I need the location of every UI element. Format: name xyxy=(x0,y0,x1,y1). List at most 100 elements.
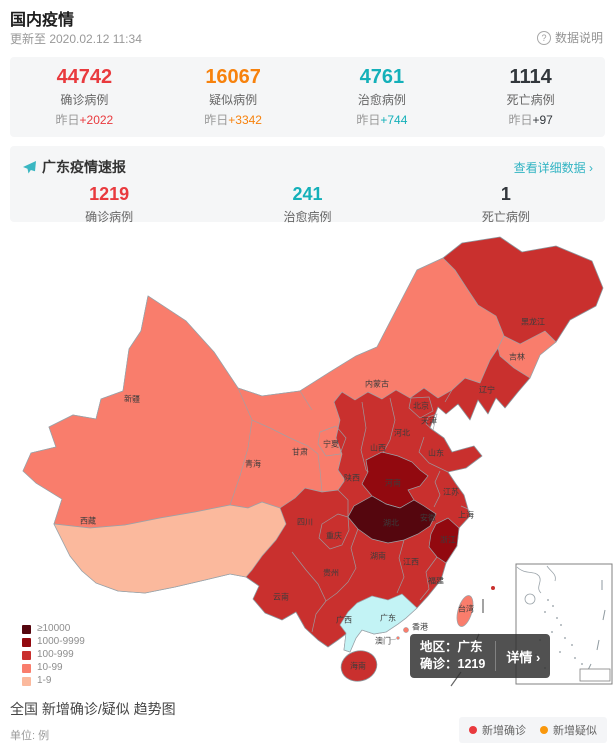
gd-deaths-value: 1 xyxy=(500,184,511,204)
gd-confirmed-value: 1219 xyxy=(89,184,130,204)
chevron-right-icon: › xyxy=(589,160,593,175)
island-dot xyxy=(491,586,495,590)
trend-unit-label: 单位: 例 xyxy=(10,730,50,742)
legend-row: 1000-9999 xyxy=(22,636,85,648)
national-stats-panel: 44742 确诊病例 昨日+2022 16067 疑似病例 昨日+3342 47… xyxy=(10,57,605,137)
question-circle-icon: ? xyxy=(536,30,551,45)
legend-label: 1000-9999 xyxy=(37,636,85,647)
province-label-甘肃: 甘肃 xyxy=(292,447,308,457)
data-note-link[interactable]: ? 数据说明 xyxy=(536,29,603,46)
legend-label: 1-9 xyxy=(37,675,52,686)
trend-legend-item: 新增确诊 xyxy=(469,722,526,738)
province-region-jilin[interactable] xyxy=(497,330,557,379)
province-label-台湾: 台湾 xyxy=(458,604,474,614)
guangdong-panel: 广东疫情速报 查看详细数据 › 1219 确诊病例 241 治愈病例 1 死亡病… xyxy=(10,146,605,225)
map-legend: ≥10000 1000-9999 100-999 10-99 1-9 xyxy=(22,623,85,688)
macau-leader-line xyxy=(389,638,397,641)
guangdong-panel-title: 广东疫情速报 xyxy=(42,159,126,175)
province-label-江西: 江西 xyxy=(403,558,419,567)
tooltip-region: 地区：广东 xyxy=(420,640,483,654)
province-region-hubei[interactable] xyxy=(347,495,437,544)
gd-stat-cured: 241 治愈病例 xyxy=(208,183,406,225)
province-label-河北: 河北 xyxy=(394,428,410,438)
tooltip-divider xyxy=(495,641,497,671)
series-dot-icon xyxy=(469,726,477,734)
tooltip-info: 地区：广东 确诊：1219 xyxy=(410,639,495,673)
province-region-tibet[interactable] xyxy=(53,501,287,594)
stat-confirmed: 44742 确诊病例 昨日+2022 xyxy=(10,66,159,128)
stat-deaths: 1114 死亡病例 昨日+97 xyxy=(456,66,605,128)
province-label-北京: 北京 xyxy=(413,401,429,411)
yesterday-prefix: 昨日 xyxy=(508,113,533,127)
province-label-澳门: 澳门 xyxy=(375,636,391,646)
province-label-黑龙江: 黑龙江 xyxy=(521,317,545,327)
trend-legend-item: 新增疑似 xyxy=(540,722,597,738)
province-label-山西: 山西 xyxy=(370,443,386,453)
suspected-value: 16067 xyxy=(205,66,261,88)
province-label-贵州: 贵州 xyxy=(323,568,339,578)
gd-confirmed-label: 确诊病例 xyxy=(85,210,134,224)
province-label-陕西: 陕西 xyxy=(344,473,360,483)
province-label-天津: 天津 xyxy=(421,416,437,426)
yesterday-prefix: 昨日 xyxy=(204,113,229,127)
yesterday-prefix: 昨日 xyxy=(356,113,381,127)
province-label-广东: 广东 xyxy=(380,613,396,623)
province-borders xyxy=(229,387,469,633)
paper-plane-icon xyxy=(23,161,36,174)
legend-row: ≥10000 xyxy=(22,623,85,635)
chevron-right-icon: › xyxy=(535,649,541,665)
suspected-delta: +3342 xyxy=(228,113,262,127)
province-region-hainan[interactable] xyxy=(338,647,380,685)
gd-stat-confirmed: 1219 确诊病例 xyxy=(10,183,208,225)
province-label-宁夏: 宁夏 xyxy=(323,439,339,449)
province-region-northwest-salmon[interactable] xyxy=(22,257,505,529)
province-label-香港: 香港 xyxy=(412,622,428,632)
province-label-青海: 青海 xyxy=(245,459,261,469)
cured-label: 治愈病例 xyxy=(357,93,406,107)
legend-label: ≥10000 xyxy=(37,623,71,634)
province-region-zhejiang[interactable] xyxy=(428,517,460,564)
suspected-label: 疑似病例 xyxy=(209,93,258,107)
yesterday-prefix: 昨日 xyxy=(55,113,80,127)
legend-label: 10-99 xyxy=(37,662,63,673)
view-detail-link[interactable]: 查看详细数据 › xyxy=(513,160,593,175)
province-region-taiwan[interactable] xyxy=(454,594,476,629)
province-region-henan[interactable] xyxy=(361,451,429,509)
province-label-湖南: 湖南 xyxy=(370,551,386,561)
legend-label: 100-999 xyxy=(37,649,74,660)
province-region-hongkong[interactable] xyxy=(403,627,409,633)
province-label-安徽: 安徽 xyxy=(420,513,436,523)
map-tooltip: 地区：广东 确诊：1219 详情 › xyxy=(410,634,551,678)
province-label-山东: 山东 xyxy=(428,448,444,458)
legend-swatch xyxy=(22,624,31,634)
legend-swatch xyxy=(22,676,31,686)
gd-cured-value: 241 xyxy=(292,184,323,204)
page-title: 国内疫情 xyxy=(10,12,75,29)
province-region-macau[interactable] xyxy=(396,636,400,640)
province-label-河南: 河南 xyxy=(385,478,401,488)
legend-row: 1-9 xyxy=(22,675,85,687)
data-note-label: 数据说明 xyxy=(554,31,603,45)
province-region-guangdong-selected[interactable] xyxy=(339,593,418,653)
legend-swatch xyxy=(22,663,31,673)
cured-delta: +744 xyxy=(380,113,408,127)
province-label-江苏: 江苏 xyxy=(443,487,459,497)
deaths-delta: +97 xyxy=(532,113,553,127)
tooltip-confirmed: 确诊：1219 xyxy=(420,657,486,671)
tooltip-detail-button[interactable]: 详情 › xyxy=(506,649,541,665)
stat-suspected: 16067 疑似病例 昨日+3342 xyxy=(159,66,308,128)
update-time: 更新至 2020.02.12 11:34 xyxy=(10,32,142,46)
trend-legend: 新增确诊 新增疑似 xyxy=(459,717,607,743)
legend-row: 100-999 xyxy=(22,649,85,661)
province-label-四川: 四川 xyxy=(297,518,313,527)
confirmed-delta: +2022 xyxy=(79,113,114,127)
gd-deaths-label: 死亡病例 xyxy=(481,210,530,224)
deaths-label: 死亡病例 xyxy=(506,93,555,107)
province-label-福建: 福建 xyxy=(428,576,444,586)
province-label-湖北: 湖北 xyxy=(383,519,399,528)
province-label-辽宁: 辽宁 xyxy=(479,385,495,395)
trend-section-title: 全国 新增确诊/疑似 趋势图 xyxy=(10,701,176,717)
province-label-海南: 海南 xyxy=(350,661,366,671)
